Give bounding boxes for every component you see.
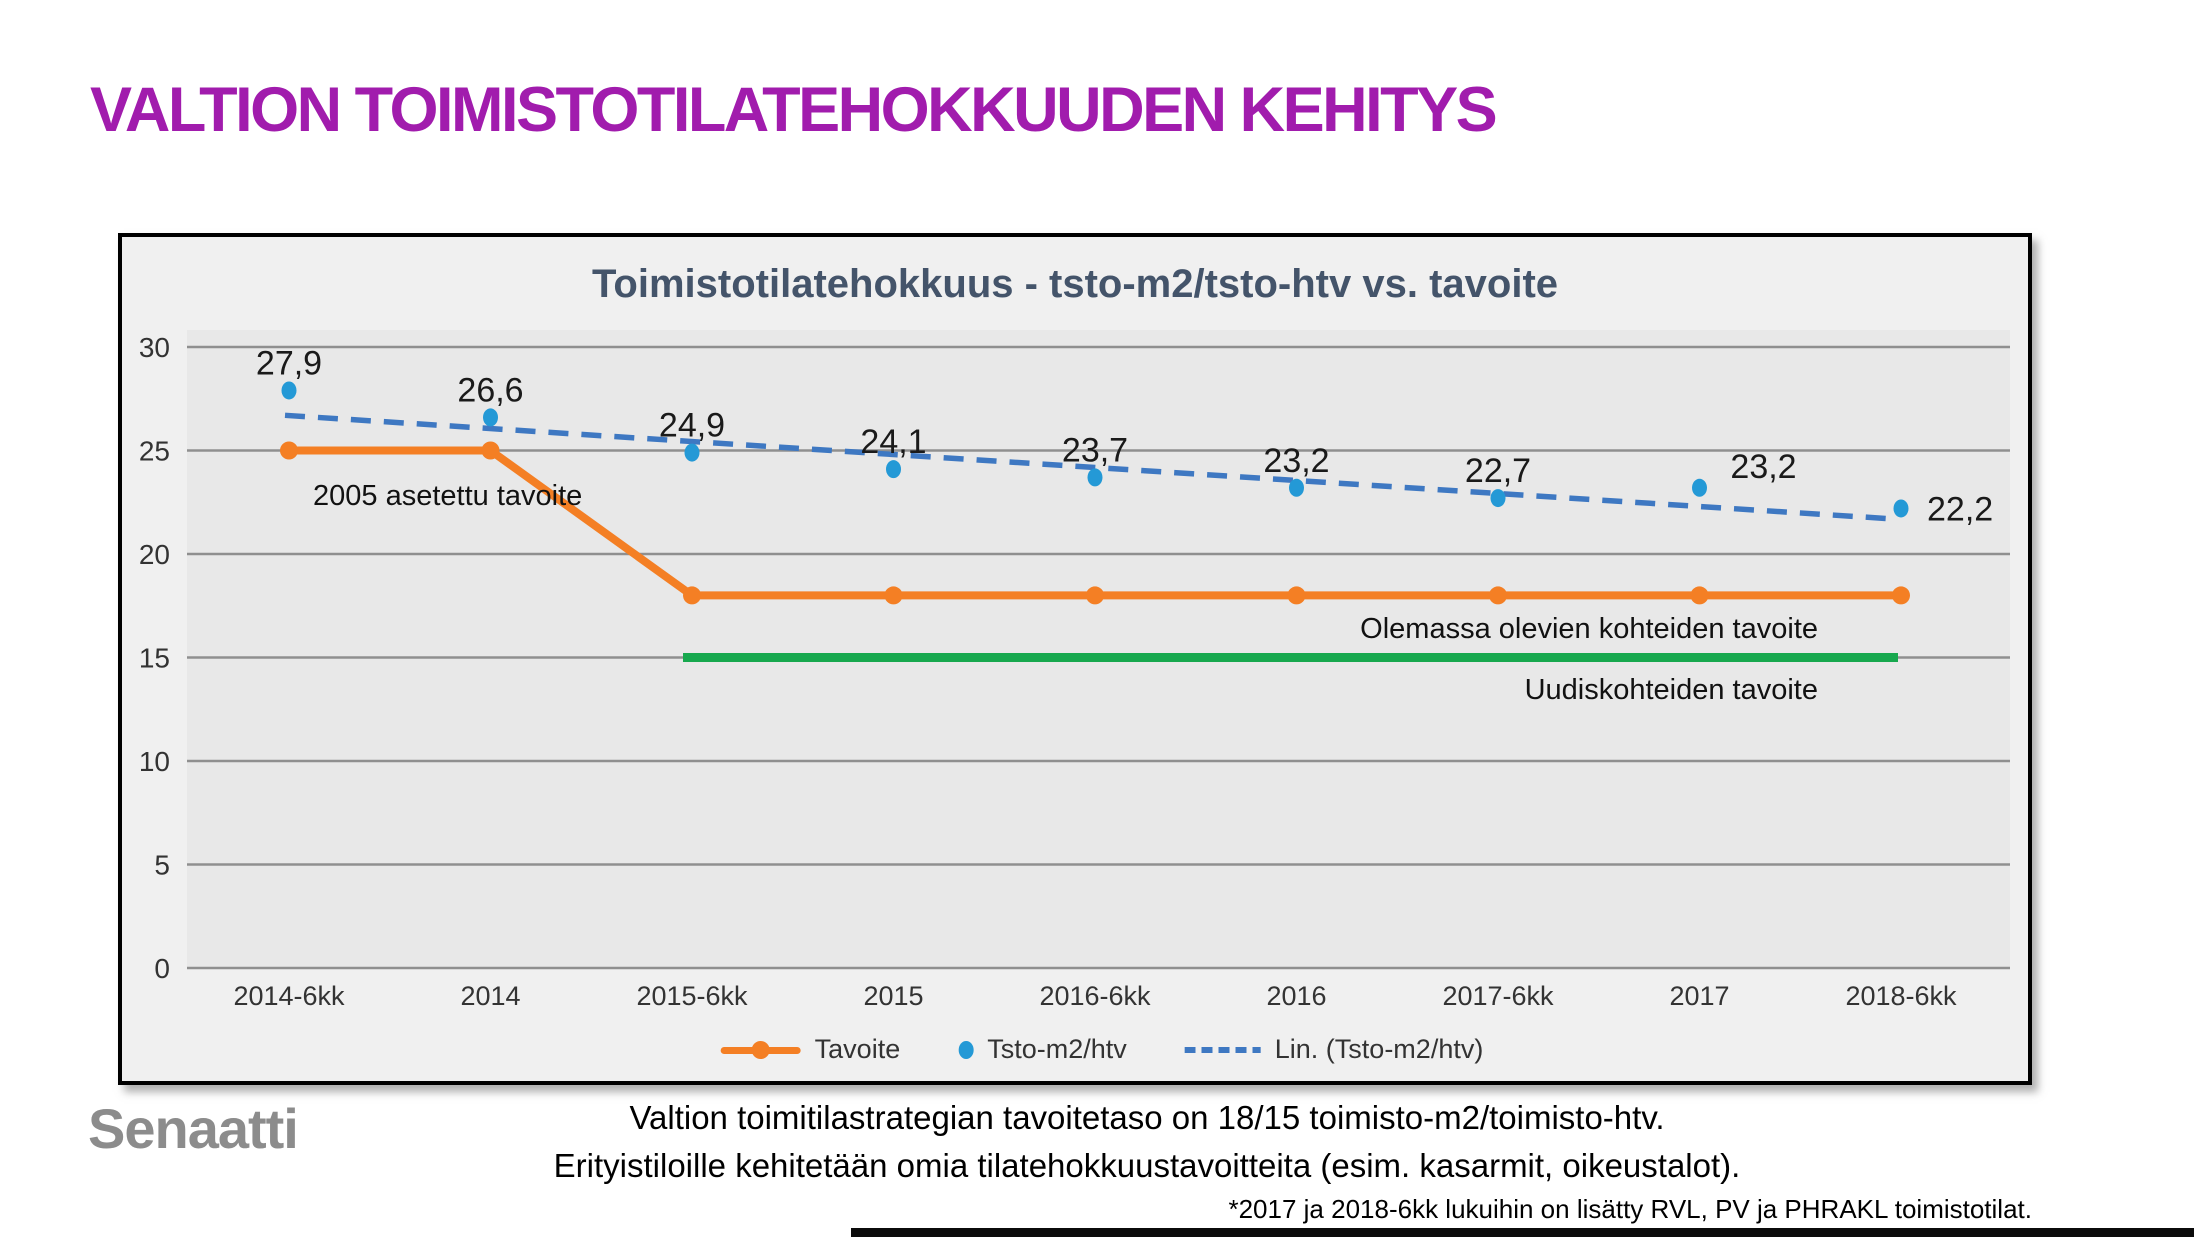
bottom-edge-bar — [851, 1228, 2194, 1237]
series-tsto-point — [886, 460, 901, 479]
xtick-label-2017-6kk: 2017-6kk — [1442, 981, 1554, 1011]
series-tavoite-marker — [1690, 586, 1709, 605]
ytick-label-0: 0 — [154, 953, 170, 984]
point-label: 26,6 — [457, 371, 523, 409]
ytick-label-15: 15 — [139, 643, 170, 674]
series-tsto-point — [1289, 478, 1304, 497]
chart-container: 0 5 10 15 20 25 30 27,9 26,6 24,9 24,1 23,7 23,2 22,7… — [118, 233, 2032, 1085]
series-tavoite-marker — [1287, 586, 1306, 605]
senaatti-logo: Senaatti — [88, 1097, 299, 1160]
xtick-label-2016-6kk: 2016-6kk — [1039, 981, 1151, 1011]
footer-notes: Valtion toimitilastrategian tavoitetaso … — [100, 1094, 2194, 1190]
series-tsto-point — [1893, 499, 1909, 518]
footnote: *2017 ja 2018-6kk lukuihin on lisätty RV… — [1228, 1194, 2032, 1224]
plot-area — [187, 330, 2010, 968]
series-tavoite-marker — [481, 441, 500, 460]
series-tsto-point — [1087, 468, 1103, 487]
point-label: 22,7 — [1465, 452, 1531, 490]
chart-plot: 0 5 10 15 20 25 30 27,9 26,6 24,9 24,1 23,7 23,2 22,7… — [139, 330, 2010, 1011]
legend-scatter-dot-icon — [958, 1040, 974, 1059]
annotation-newbuild-target: Uudiskohteiden tavoite — [1524, 674, 1818, 706]
xtick-label-2016: 2016 — [1266, 981, 1326, 1011]
point-label: 24,1 — [860, 423, 926, 461]
point-label: 23,7 — [1062, 431, 1128, 469]
series-trendline — [284, 412, 1892, 522]
series-tavoite-marker — [280, 441, 298, 460]
annotation-existing-target: Olemassa olevien kohteiden tavoite — [1360, 613, 1818, 645]
point-label: 23,2 — [1263, 442, 1329, 480]
point-label: 27,9 — [256, 344, 322, 382]
series-tsto-point — [684, 443, 700, 462]
legend-line-dot-icon — [720, 1040, 801, 1060]
ytick-label-25: 25 — [139, 436, 170, 467]
series-tavoite-marker — [884, 586, 903, 605]
point-label: 22,2 — [1927, 490, 1993, 528]
series-tavoite-marker — [1892, 586, 1910, 605]
series-tsto-point — [281, 381, 297, 400]
xtick-label-2014-6kk: 2014-6kk — [233, 981, 345, 1011]
series-tsto-point — [483, 408, 498, 427]
footer-note-line2: Erityistiloille kehitetään omia tilateho… — [553, 1147, 1741, 1184]
ytick-label-20: 20 — [139, 539, 170, 570]
chart-title: Toimistotilatehokkuus - tsto-m2/tsto-htv… — [591, 262, 1559, 306]
legend-label-lin: Lin. (Tsto-m2/htv) — [1274, 1034, 1484, 1064]
series-tavoite-marker — [683, 586, 701, 605]
page-title: VALTION TOIMISTOTILATEHOKKUUDEN KEHITYS — [90, 75, 1498, 145]
legend-dashed-line-icon — [1184, 1046, 1261, 1053]
point-label: 24,9 — [659, 407, 725, 445]
xtick-label-2014: 2014 — [460, 981, 520, 1011]
xtick-label-2015-6kk: 2015-6kk — [636, 981, 748, 1011]
ytick-label-30: 30 — [139, 332, 170, 363]
ytick-label-5: 5 — [154, 850, 170, 881]
xtick-label-2015: 2015 — [863, 981, 923, 1011]
legend-label-tsto: Tsto-m2/htv — [987, 1034, 1127, 1064]
series-tavoite-marker — [1086, 586, 1104, 605]
series-tsto-point — [1692, 478, 1707, 497]
point-label: 23,2 — [1730, 448, 1796, 486]
xtick-label-2018-6kk: 2018-6kk — [1845, 981, 1957, 1011]
series-tavoite-marker — [1489, 586, 1507, 605]
xtick-label-2017: 2017 — [1669, 981, 1729, 1011]
footer-note-line1: Valtion toimitilastrategian tavoitetaso … — [629, 1099, 1665, 1136]
series-tsto-point — [1490, 489, 1506, 508]
ytick-label-10: 10 — [139, 746, 170, 777]
annotation-2005-target: 2005 asetettu tavoite — [313, 480, 583, 512]
legend-label-tavoite: Tavoite — [814, 1034, 901, 1064]
chart-legend: Tavoite Tsto-m2/htv Lin. (Tsto-m2/htv) — [720, 1034, 1484, 1065]
